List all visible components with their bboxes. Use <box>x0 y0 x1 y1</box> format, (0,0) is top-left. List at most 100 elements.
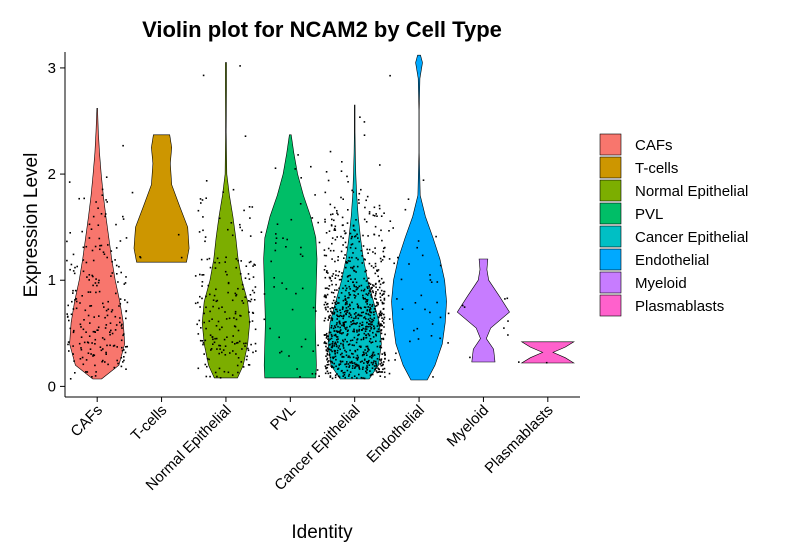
data-point <box>363 377 366 380</box>
data-point <box>383 302 385 305</box>
data-point <box>380 338 383 340</box>
data-point <box>91 274 93 277</box>
data-point <box>382 363 384 366</box>
data-point <box>394 359 396 361</box>
data-point <box>374 252 376 255</box>
data-point <box>87 342 90 344</box>
data-point <box>373 317 376 319</box>
data-point <box>300 177 302 179</box>
data-point <box>545 361 548 364</box>
data-point <box>338 364 340 366</box>
data-point <box>89 322 91 324</box>
data-point <box>329 150 332 153</box>
data-point <box>329 375 332 377</box>
data-point <box>104 327 107 329</box>
data-point <box>68 319 70 322</box>
data-point <box>429 279 432 281</box>
data-point <box>231 299 234 302</box>
data-point <box>229 352 231 354</box>
data-point <box>125 276 127 278</box>
data-point <box>121 327 123 329</box>
data-point <box>199 295 201 298</box>
data-point <box>344 371 346 374</box>
data-point <box>369 283 372 285</box>
data-point <box>328 354 331 356</box>
data-point <box>180 256 183 259</box>
data-point <box>87 352 90 354</box>
data-point <box>69 268 71 271</box>
data-point <box>380 229 382 232</box>
data-point <box>357 199 360 201</box>
data-point <box>223 338 226 341</box>
data-point <box>331 242 333 245</box>
data-point <box>333 330 336 332</box>
data-point <box>378 286 381 289</box>
data-point <box>206 365 208 368</box>
data-point <box>102 302 104 305</box>
data-point <box>357 334 359 337</box>
data-point <box>290 218 293 221</box>
data-point <box>327 310 329 313</box>
data-point <box>365 199 367 202</box>
data-point <box>335 308 338 311</box>
data-point <box>347 309 349 312</box>
data-point <box>116 273 118 275</box>
data-point <box>337 259 339 262</box>
data-point <box>205 327 207 330</box>
data-point <box>461 304 464 307</box>
data-point <box>372 214 375 217</box>
data-point <box>121 346 123 349</box>
data-point <box>218 344 220 347</box>
data-point <box>197 333 200 335</box>
data-point <box>344 295 346 298</box>
data-point <box>81 295 83 297</box>
data-point <box>357 258 359 261</box>
data-point <box>359 361 362 363</box>
data-point <box>383 351 386 354</box>
data-point <box>375 298 377 300</box>
data-point <box>339 332 341 334</box>
data-point <box>334 229 337 231</box>
data-point <box>291 308 294 311</box>
data-point <box>123 333 125 335</box>
data-point <box>370 296 373 298</box>
data-point <box>110 275 112 277</box>
data-point <box>330 360 332 363</box>
data-point <box>222 349 225 351</box>
data-point <box>331 365 333 368</box>
data-point <box>364 270 366 273</box>
data-point <box>372 336 375 338</box>
data-point <box>371 290 374 292</box>
data-point <box>203 321 205 324</box>
data-point <box>381 317 383 319</box>
data-point <box>118 305 120 307</box>
data-point <box>334 374 337 377</box>
data-point <box>326 350 329 353</box>
data-point <box>105 176 108 178</box>
data-point <box>326 358 328 361</box>
data-point <box>339 348 341 351</box>
data-point <box>101 360 103 363</box>
y-tick-label: 1 <box>48 272 56 289</box>
data-point <box>69 327 72 330</box>
data-point <box>377 303 379 306</box>
data-point <box>93 330 96 333</box>
data-point <box>346 334 348 337</box>
data-point <box>79 358 82 360</box>
data-point <box>345 328 347 331</box>
data-point <box>201 281 204 283</box>
data-point <box>366 299 368 301</box>
data-point <box>370 265 373 267</box>
data-point <box>85 261 88 264</box>
data-point <box>215 337 218 340</box>
data-point <box>378 371 381 373</box>
data-point <box>379 375 382 377</box>
data-point <box>366 303 368 305</box>
data-point <box>100 213 103 215</box>
data-point <box>198 231 201 233</box>
data-point <box>123 359 125 362</box>
data-point <box>355 288 358 291</box>
data-point <box>326 370 329 373</box>
data-point <box>335 330 338 332</box>
data-point <box>430 335 433 337</box>
